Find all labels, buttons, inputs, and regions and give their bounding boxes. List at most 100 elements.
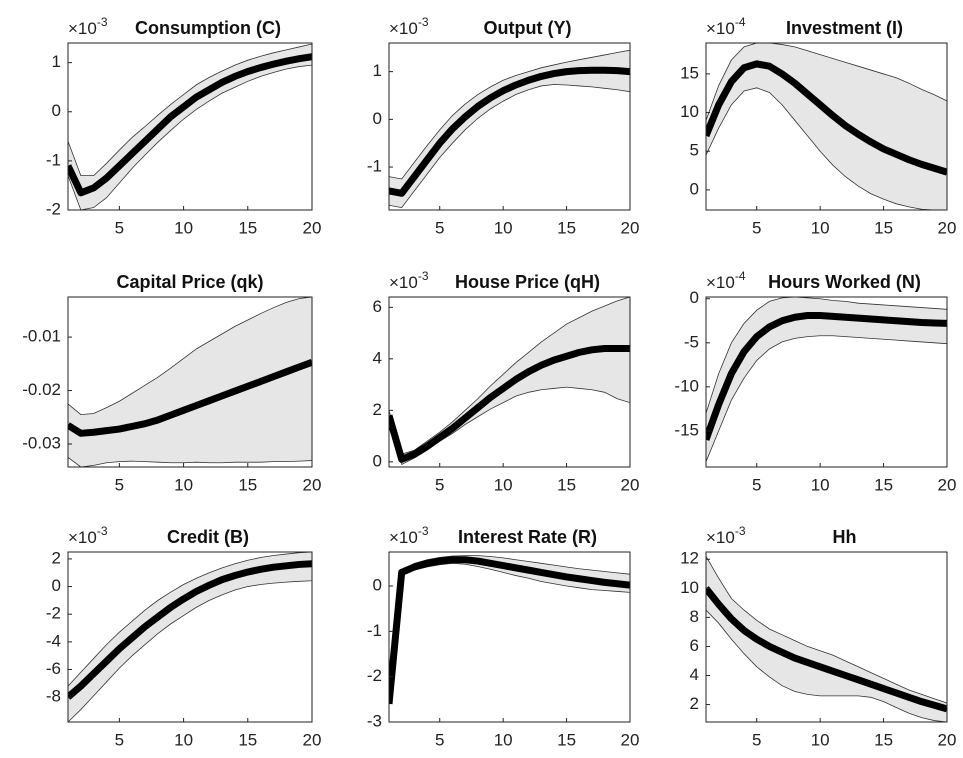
axis-multiplier: ×10-4 (706, 15, 746, 38)
y-tick-label: -15 (674, 420, 699, 439)
x-tick-label: 15 (238, 730, 257, 749)
x-tick-label: 20 (938, 730, 957, 749)
x-tick-label: 15 (238, 475, 257, 494)
panel-title: Output (Y) (484, 18, 572, 38)
multiplier-exponent: -3 (97, 15, 108, 29)
axis-multiplier: ×10-4 (706, 269, 746, 292)
plot-area (68, 297, 312, 467)
y-tick-label: 0 (52, 576, 61, 595)
axis-multiplier: ×10-3 (389, 524, 429, 547)
plot-area (706, 43, 947, 210)
panel-title: Investment (I) (786, 18, 903, 38)
multiplier-exponent: -3 (418, 15, 429, 29)
y-tick-label: -0.02 (22, 380, 61, 399)
x-tick-label: 5 (752, 475, 761, 494)
x-tick-label: 5 (435, 730, 444, 749)
response-line (68, 53, 312, 197)
axis-multiplier: ×10-3 (68, 15, 108, 38)
plot-area (706, 555, 947, 722)
axes-frame (67, 42, 313, 211)
panel: 5 10 15 20 -15 -10 -5 0 ×10-4 Hours Worked (N) (674, 269, 956, 494)
axes-frame (705, 42, 948, 211)
y-tick-label: -1 (367, 157, 382, 176)
plot-area (68, 552, 312, 722)
x-tick-label: 5 (752, 730, 761, 749)
x-tick-label: 5 (435, 218, 444, 237)
y-tick-label: -1 (367, 621, 382, 640)
x-tick-label: 20 (621, 730, 640, 749)
y-tick-label: 12 (680, 549, 699, 568)
multiplier-base: ×10 (68, 528, 97, 547)
axes-frame (388, 551, 631, 723)
x-tick-label: 15 (557, 730, 576, 749)
multiplier-exponent: -3 (735, 524, 746, 538)
x-tick-label: 5 (115, 218, 124, 237)
confidence-band (706, 555, 947, 722)
axis-multiplier: ×10-3 (389, 15, 429, 38)
x-tick-label: 20 (938, 218, 957, 237)
y-tick-label: 0 (690, 288, 699, 307)
axes-frame (705, 551, 948, 723)
confidence-band (706, 43, 947, 210)
plot-area (68, 43, 312, 210)
panel-title: Capital Price (qk) (116, 272, 263, 292)
x-tick-label: 10 (494, 730, 513, 749)
y-tick-label: 4 (690, 665, 699, 684)
x-tick-label: 20 (621, 475, 640, 494)
y-tick-label: 0 (373, 109, 382, 128)
y-tick-label: 10 (680, 578, 699, 597)
y-tick-label: 0 (690, 179, 699, 198)
panel: 5 10 15 20 -2 -1 0 1 ×10-3 Consumption (C) (46, 15, 322, 237)
response-line (68, 358, 312, 437)
panel: 5 10 15 20 0 5 10 15 ×10-4 Investment (I) (680, 15, 956, 237)
x-tick-label: 15 (238, 218, 257, 237)
y-tick-label: 1 (52, 52, 61, 71)
panel-title: Consumption (C) (135, 18, 281, 38)
x-tick-label: 15 (557, 218, 576, 237)
panel: 5 10 15 20 -1 0 1 ×10-3 Output (Y) (367, 15, 640, 237)
confidence-band (389, 49, 630, 209)
panel-title: House Price (qH) (455, 272, 600, 292)
panel: 5 10 15 20 2 4 6 8 10 12 ×10-3 Hh (680, 524, 956, 749)
multiplier-base: ×10 (389, 273, 418, 292)
x-tick-label: 15 (874, 730, 893, 749)
axes-frame (705, 296, 948, 468)
axis-multiplier: ×10-3 (68, 524, 108, 547)
x-tick-label: 10 (494, 475, 513, 494)
x-tick-label: 10 (174, 475, 193, 494)
panel-title: Interest Rate (R) (458, 527, 597, 547)
x-tick-label: 20 (303, 218, 322, 237)
multiplier-exponent: -3 (418, 269, 429, 283)
response-line (389, 66, 630, 197)
response-line (706, 60, 947, 176)
axes-frame (388, 42, 631, 211)
axis-multiplier: ×10-3 (389, 269, 429, 292)
y-tick-label: 5 (690, 141, 699, 160)
response-line (706, 586, 947, 713)
y-tick-label: -6 (46, 659, 61, 678)
x-tick-label: 10 (174, 218, 193, 237)
y-tick-label: -2 (46, 604, 61, 623)
x-tick-label: 15 (874, 218, 893, 237)
x-tick-label: 5 (752, 218, 761, 237)
x-tick-label: 5 (435, 475, 444, 494)
confidence-band (389, 555, 630, 707)
multiplier-base: ×10 (706, 273, 735, 292)
y-tick-label: 0 (52, 101, 61, 120)
multiplier-base: ×10 (389, 19, 418, 38)
x-tick-label: 10 (811, 218, 830, 237)
y-tick-label: -8 (46, 687, 61, 706)
y-tick-label: -2 (367, 666, 382, 685)
panel: 5 10 15 20-3-2-10×10-3 Interest Rate (R) (367, 524, 640, 749)
y-tick-label: -1 (46, 150, 61, 169)
x-tick-label: 5 (115, 730, 124, 749)
y-tick-label: 2 (690, 694, 699, 713)
x-tick-label: 20 (621, 218, 640, 237)
panel: 5 10 15 20 -8 -6 -4 -2 0 2 ×10-3 Credit (B) (46, 524, 322, 749)
y-tick-label: 1 (373, 61, 382, 80)
confidence-band (68, 43, 312, 210)
response-line (68, 560, 312, 700)
y-tick-label: -2 (46, 199, 61, 218)
x-tick-label: 20 (303, 475, 322, 494)
panel-title: Hours Worked (N) (768, 272, 921, 292)
